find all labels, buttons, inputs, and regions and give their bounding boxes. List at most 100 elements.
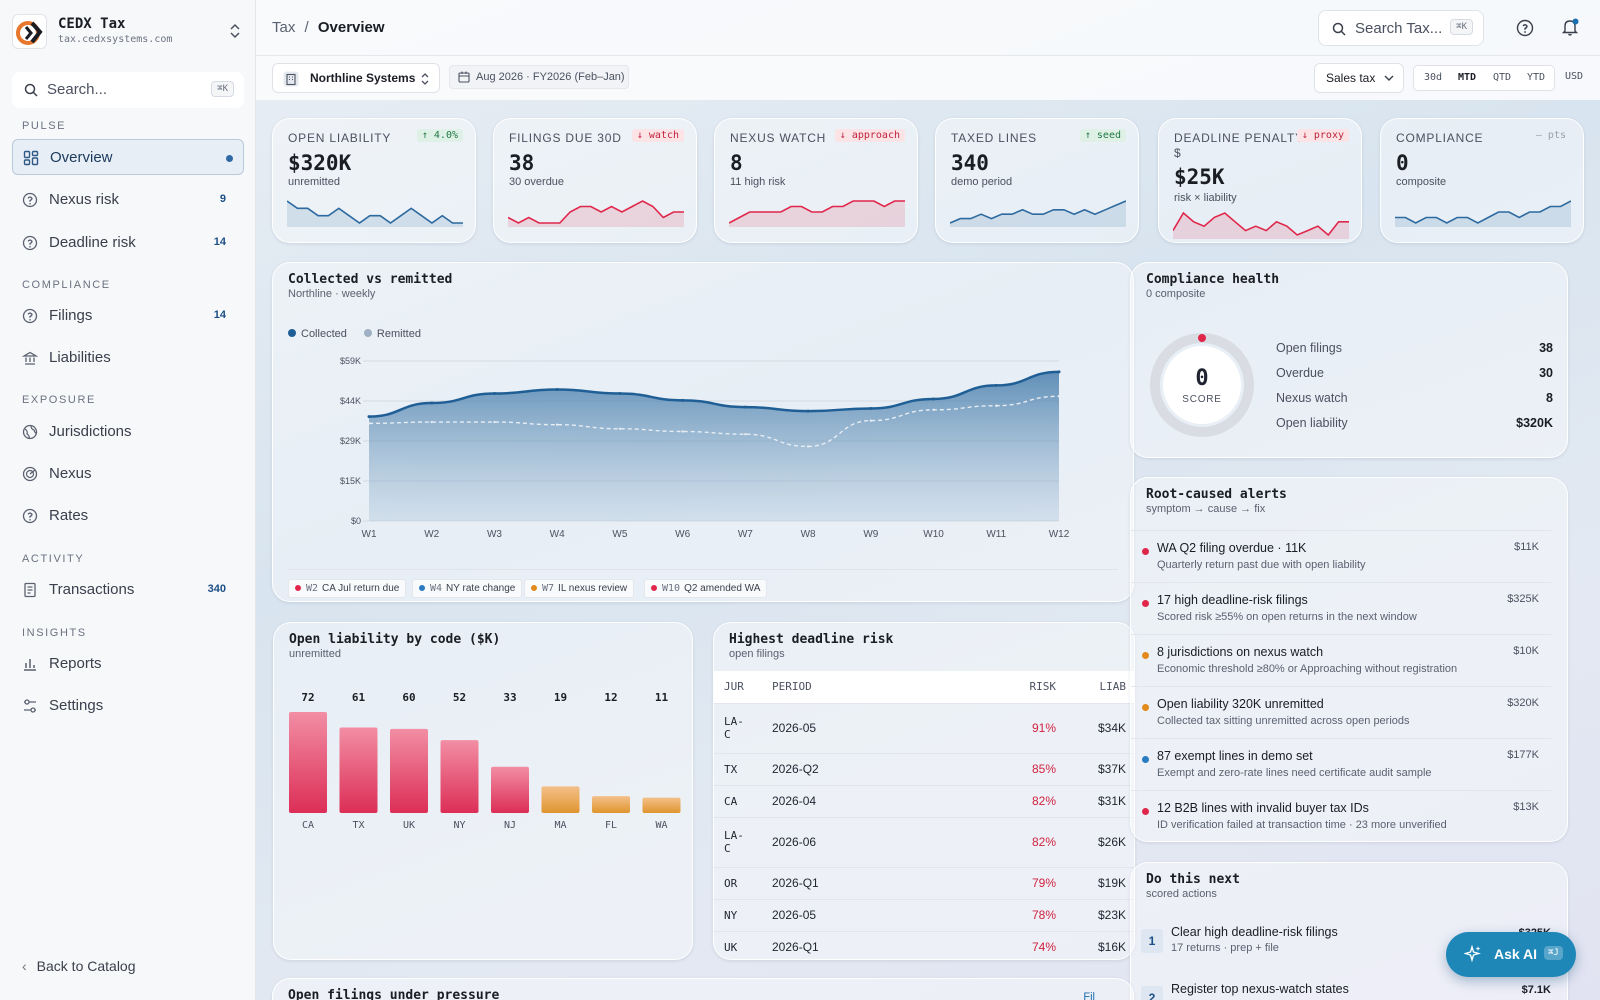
back-to-catalog-link[interactable]: ‹ Back to Catalog — [22, 958, 136, 974]
kpi-card-deadline-penalty[interactable]: DEADLINE PENALTY $ ↓ proxy $25K risk × l… — [1158, 118, 1362, 243]
score-label: SCORE — [1182, 394, 1222, 405]
tax-type-select[interactable]: Sales tax — [1314, 63, 1404, 93]
bar-category-label: NJ — [504, 820, 516, 831]
table-row[interactable]: CA 2026-04 82% $31K — [714, 784, 1134, 817]
kpi-card-taxed-lines[interactable]: TAXED LINES ↑ seed 340 demo period — [935, 118, 1139, 243]
bar[interactable] — [491, 766, 529, 813]
remitted-point — [744, 433, 747, 436]
sidebar-search-input[interactable]: Search... ⌘K — [12, 72, 244, 108]
range-ytd[interactable]: YTD — [1527, 72, 1546, 83]
ask-ai-button[interactable]: Ask AI ⌘J — [1446, 932, 1576, 977]
entity-selector[interactable]: Northline Systems — [272, 63, 440, 93]
alert-item[interactable]: Open liability 320K unremitted Collected … — [1131, 686, 1551, 738]
bar[interactable] — [592, 796, 630, 813]
bar[interactable] — [289, 712, 327, 813]
sidebar-item-overview[interactable]: Overview — [12, 139, 244, 175]
kpi-sparkline — [508, 200, 684, 227]
bar[interactable] — [440, 740, 479, 813]
event-chips: W2 CA Jul return due W4 NY rate change W7 IL … — [288, 569, 1118, 598]
bar[interactable] — [339, 727, 378, 813]
header-search-input[interactable]: Search Tax... ⌘K — [1318, 10, 1484, 46]
table-row[interactable]: OR 2026-Q1 79% $19K — [714, 866, 1134, 899]
next-action-item[interactable]: 2 Register top nexus-watch states $7.1K — [1141, 980, 1551, 1000]
radar-icon — [22, 466, 38, 482]
help-icon[interactable] — [1516, 19, 1534, 37]
collected-line — [368, 370, 1060, 418]
remitted-point — [995, 404, 998, 407]
sidebar-item-deadline-risk[interactable]: Deadline risk 14 — [12, 225, 244, 261]
alert-item[interactable]: 12 B2B lines with invalid buyer tax IDs I… — [1131, 790, 1551, 841]
event-chip[interactable]: W2 CA Jul return due — [288, 579, 407, 598]
col-period[interactable]: PERIOD — [762, 671, 942, 703]
alert-item[interactable]: 8 jurisdictions on nexus watch Economic t… — [1131, 634, 1551, 686]
risk-cell: 91% — [941, 702, 1066, 753]
alert-item[interactable]: 87 exempt lines in demo set Exempt and ze… — [1131, 738, 1551, 790]
bar[interactable] — [541, 786, 580, 813]
event-chip[interactable]: W4 NY rate change — [412, 579, 523, 598]
period-cell: 2026-Q1 — [762, 930, 942, 959]
kpi-sparkline — [950, 200, 1126, 227]
sidebar-item-count: 14 — [213, 309, 226, 321]
jur-cell: NY — [714, 898, 762, 931]
range-30d[interactable]: 30d — [1424, 72, 1443, 83]
cell-text: $26K — [1097, 835, 1126, 849]
table-row[interactable]: UK 2026-Q1 74% $16K — [714, 930, 1134, 959]
section-exposure: EXPOSURE — [22, 394, 96, 406]
action-amount: $7.1K — [1521, 984, 1551, 996]
y-tick-label: $0 — [351, 516, 361, 526]
cell-text: 85% — [1031, 762, 1056, 776]
liab-cell: $26K — [1066, 816, 1134, 867]
next-action-item[interactable]: 1 Clear high deadline-risk filings 17 re… — [1141, 923, 1551, 963]
kpi-card-filings-due[interactable]: FILINGS DUE 30D ↓ watch 38 30 overdue — [493, 118, 697, 243]
section-insights: INSIGHTS — [22, 627, 87, 639]
header-search-shortcut: ⌘K — [1450, 19, 1473, 35]
bar[interactable] — [642, 797, 681, 813]
alert-item[interactable]: 17 high deadline-risk filings Scored risk… — [1131, 582, 1551, 634]
sidebar-item-settings[interactable]: Settings — [12, 688, 244, 724]
alert-item[interactable]: WA Q2 filing overdue · 11K Quarterly retu… — [1131, 530, 1551, 582]
bar[interactable] — [390, 728, 428, 813]
table-row[interactable]: NY 2026-05 78% $23K — [714, 898, 1134, 931]
cell-text: 74% — [1031, 940, 1056, 955]
col-liab[interactable]: LIAB — [1066, 671, 1134, 703]
sidebar-item-reports[interactable]: Reports — [12, 646, 244, 682]
table-row[interactable]: LA-C 2026-05 91% $34K — [714, 702, 1134, 753]
cell-text: 2026-Q2 — [772, 762, 819, 776]
sidebar-item-filings[interactable]: Filings 14 — [12, 298, 244, 334]
event-chip[interactable]: W7 IL nexus review — [524, 579, 635, 598]
event-chip[interactable]: W10 Q2 amended WA — [644, 579, 768, 598]
breadcrumb-root[interactable]: Tax — [272, 19, 296, 36]
cell-text: 2026-06 — [772, 835, 817, 849]
kpi-badge: ↓ watch — [631, 129, 684, 142]
col-jur[interactable]: JUR — [714, 671, 762, 703]
risk-cell: 82% — [941, 784, 1066, 817]
legend-item-remitted[interactable]: Remitted — [363, 328, 421, 340]
sidebar-item-rates[interactable]: Rates — [12, 498, 244, 534]
sidebar-item-nexus-risk[interactable]: Nexus risk 9 — [12, 182, 244, 218]
jur-cell: LA-C — [714, 702, 762, 753]
sidebar-item-liabilities[interactable]: Liabilities — [12, 340, 244, 376]
filings-link[interactable]: Fil — [1083, 991, 1095, 1000]
range-qtd[interactable]: QTD — [1493, 72, 1512, 83]
sidebar-item-jurisdictions[interactable]: Jurisdictions — [12, 414, 244, 450]
brand-switcher[interactable]: CEDX Tax tax.cedxsystems.com — [12, 14, 244, 50]
range-mtd[interactable]: MTD — [1458, 72, 1477, 83]
kpi-label: DEADLINE PENALTY — [1174, 131, 1304, 145]
sidebar-item-nexus[interactable]: Nexus — [12, 456, 244, 492]
table-row[interactable]: TX 2026-Q2 85% $37K — [714, 752, 1134, 785]
col-risk[interactable]: RISK — [941, 671, 1066, 703]
legend-item-collected[interactable]: Collected — [288, 328, 347, 340]
liab-cell: $23K — [1066, 898, 1134, 931]
period-selector[interactable]: Aug 2026 · FY2026 (Feb–Jan) — [449, 65, 629, 89]
kpi-card-compliance[interactable]: COMPLIANCE — pts 0 composite — [1380, 118, 1584, 243]
sidebar-item-transactions[interactable]: Transactions 340 — [12, 572, 244, 608]
panel-subtitle: scored actions — [1146, 888, 1217, 900]
kpi-card-nexus-watch[interactable]: NEXUS WATCH ↓ approach 8 11 high risk — [714, 118, 918, 243]
kpi-badge: ↑ 4.0% — [416, 129, 463, 142]
kpi-card-open-liability[interactable]: OPEN LIABILITY ↑ 4.0% $320K unremitted — [272, 118, 476, 243]
table-row[interactable]: LA-C 2026-06 82% $26K — [714, 816, 1134, 867]
breadcrumb: Tax / Overview — [272, 19, 385, 36]
bell-icon[interactable] — [1560, 17, 1580, 37]
remitted-line — [368, 395, 1060, 448]
sidebar-item-count: 14 — [213, 236, 226, 248]
